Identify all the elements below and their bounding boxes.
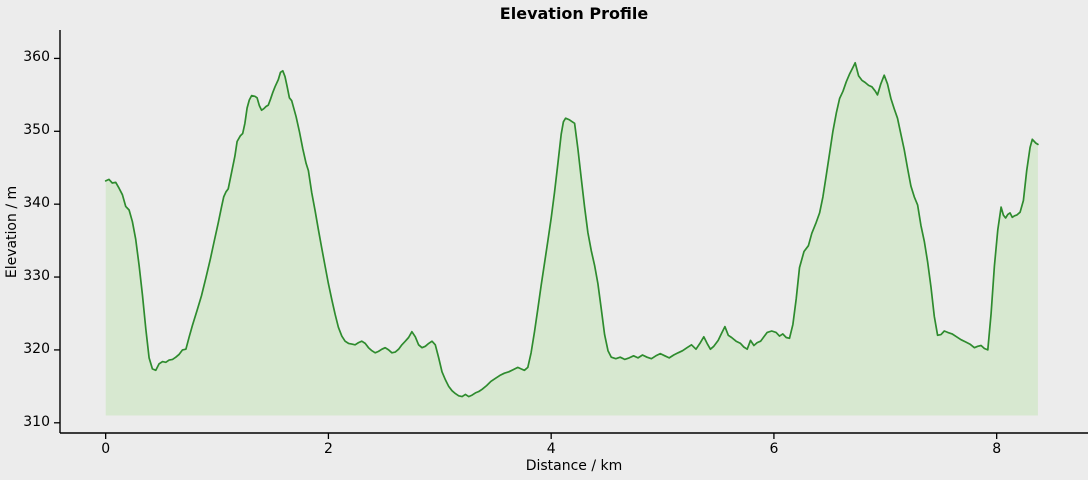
y-tick-label: 340 <box>23 195 50 212</box>
chart-title: Elevation Profile <box>499 4 649 23</box>
x-tick-label: 0 <box>101 441 111 457</box>
y-tick-label: 360 <box>23 49 50 66</box>
elevation-area-fill <box>105 62 1038 416</box>
elevation-line <box>104 61 1039 398</box>
x-tick-label: 2 <box>323 441 333 457</box>
x-axis-label: Distance / km <box>525 458 623 474</box>
y-tick-label: 320 <box>23 340 50 357</box>
x-tick-label: 6 <box>769 441 779 457</box>
x-tick-label: 4 <box>546 441 556 457</box>
y-tick-label: 330 <box>23 268 50 285</box>
x-tick-label: 8 <box>992 441 1002 457</box>
y-tick-label: 350 <box>23 122 50 139</box>
y-tick-label: 310 <box>23 413 50 430</box>
